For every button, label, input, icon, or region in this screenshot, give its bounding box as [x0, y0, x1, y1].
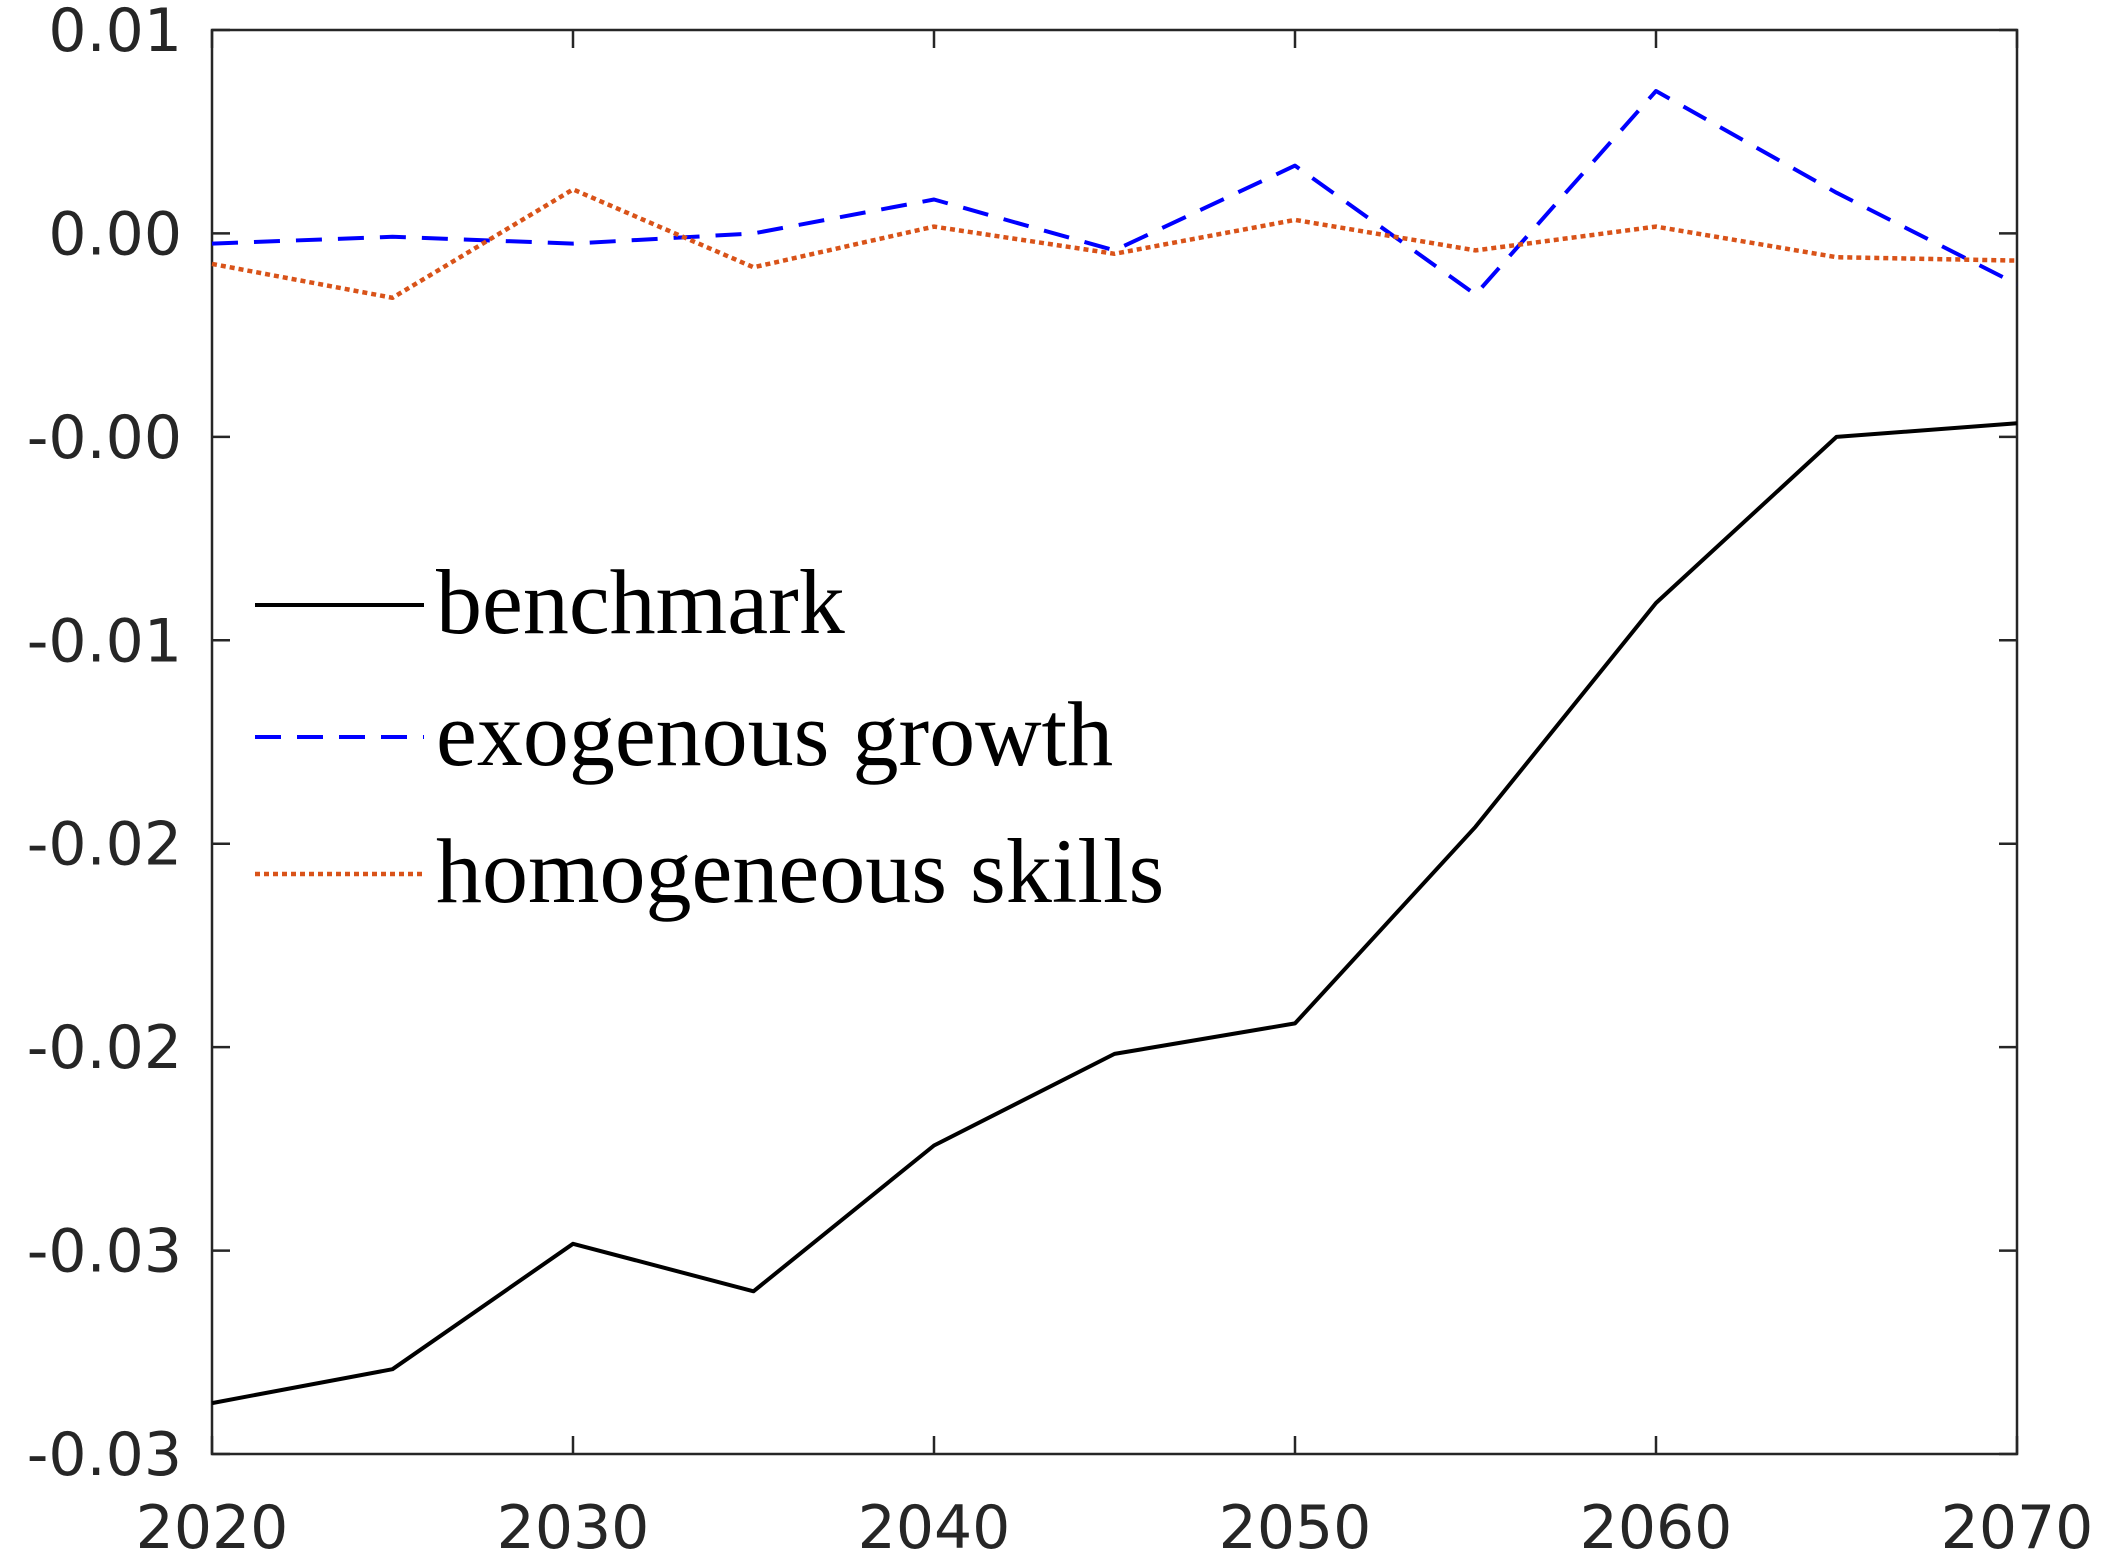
y-tick-label: -0.00: [27, 403, 182, 473]
series-line: [211, 187, 2018, 301]
legend-label: homogeneous skills: [436, 820, 1164, 922]
legend-label: exogenous growth: [436, 683, 1113, 785]
x-tick-label: 2030: [497, 1493, 650, 1554]
y-tick-label: 0.01: [48, 0, 182, 66]
series-line: [211, 421, 2018, 1406]
y-tick-label: -0.03: [27, 1217, 182, 1287]
x-tick-label: 2020: [136, 1493, 289, 1554]
legend-label: benchmark: [436, 551, 845, 653]
y-tick-label: -0.03: [27, 1420, 182, 1490]
y-tick-label: -0.02: [27, 810, 182, 880]
x-tick-label: 2050: [1219, 1493, 1372, 1554]
y-tick-label: -0.01: [27, 606, 182, 676]
x-tick-label: 2040: [858, 1493, 1011, 1554]
x-tick-label: 2070: [1941, 1493, 2094, 1554]
y-tick-label: -0.02: [27, 1013, 182, 1083]
y-tick-label: 0.00: [48, 199, 182, 269]
x-tick-label: 2060: [1580, 1493, 1733, 1554]
series-line: [211, 89, 2018, 297]
plot-frame: [210, 28, 2019, 1456]
